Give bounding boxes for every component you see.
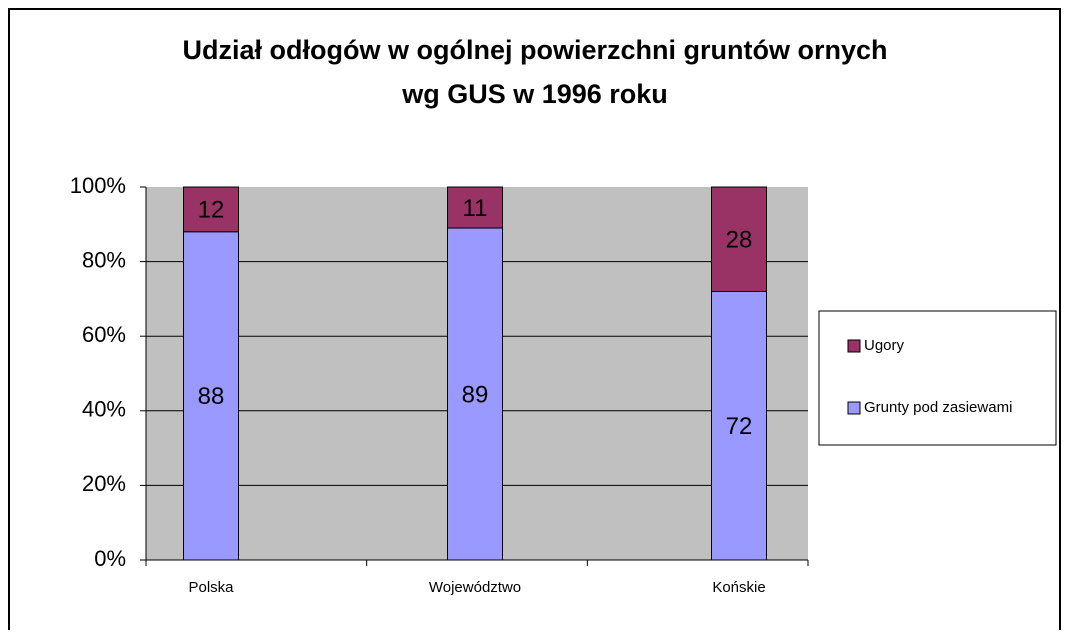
data-label: 28 xyxy=(726,227,753,254)
y-tick-label: 20% xyxy=(82,471,126,496)
legend-label: Ugory xyxy=(864,337,905,354)
y-tick-label: 100% xyxy=(70,173,126,198)
x-tick-label: Województwo xyxy=(429,579,521,596)
bar-segment xyxy=(447,186,503,229)
chart-title: Udział odłogów w ogólnej powierzchni gru… xyxy=(183,35,888,65)
y-tick-label: 60% xyxy=(82,322,126,347)
legend xyxy=(818,310,1057,446)
x-tick-label: Polska xyxy=(188,579,234,596)
y-tick-label: 80% xyxy=(82,247,126,272)
data-label: 12 xyxy=(198,197,225,224)
legend-swatch xyxy=(847,401,861,415)
chart-title: wg GUS w 1996 roku xyxy=(401,79,668,109)
bar-segment xyxy=(711,186,767,292)
data-label: 89 xyxy=(462,381,489,408)
bar-segment xyxy=(183,186,239,233)
bar-segment xyxy=(711,290,767,561)
bar-segment xyxy=(447,227,503,561)
data-label: 72 xyxy=(726,413,753,440)
data-label: 88 xyxy=(198,383,225,410)
y-tick-label: 0% xyxy=(94,546,126,571)
legend-swatch xyxy=(847,339,861,353)
bar-segment xyxy=(183,231,239,561)
data-label: 11 xyxy=(463,195,488,222)
x-tick-label: Końskie xyxy=(712,579,765,596)
legend-label: Grunty pod zasiewami xyxy=(864,399,1012,416)
y-tick-label: 40% xyxy=(82,397,126,422)
